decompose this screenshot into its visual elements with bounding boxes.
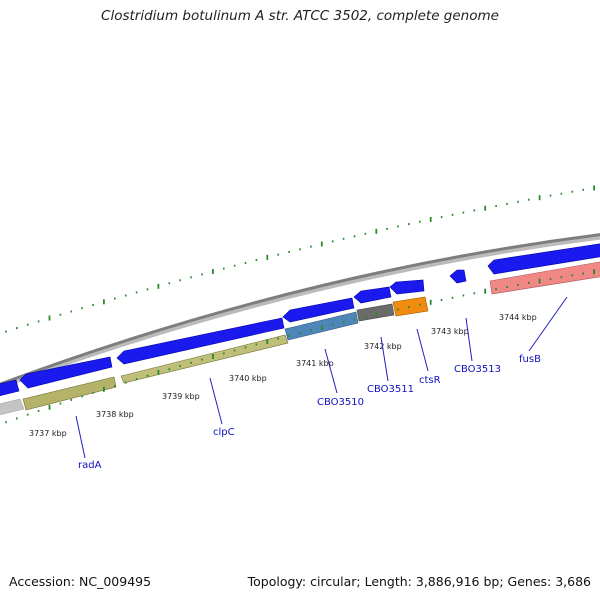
leader-line-radA <box>75 415 86 459</box>
gene-label-CBO3511[interactable]: CBO3511 <box>367 384 414 395</box>
category-band-ctsR <box>392 296 429 317</box>
gene-label-fusB[interactable]: fusB <box>519 354 541 365</box>
footer-stats: Topology: circular; Length: 3,886,916 bp… <box>247 574 591 589</box>
leader-line-clpC <box>209 377 223 425</box>
category-band-radA <box>22 376 117 411</box>
inner-tick-track <box>5 269 595 424</box>
kbp-label-3744: 3744 kbp <box>499 313 537 322</box>
outer-tick-track <box>5 185 595 333</box>
gene-arrow-fusB[interactable] <box>487 243 600 275</box>
gene-label-clpC[interactable]: clpC <box>213 427 235 438</box>
gene-arrow-CBO3513[interactable] <box>449 269 467 284</box>
genome-backbone-line <box>0 233 600 386</box>
leader-line-ctsR <box>416 328 429 372</box>
leader-line-fusB <box>528 296 568 352</box>
leader-line-CBO3513 <box>465 317 473 362</box>
gene-arrow-CBO3511[interactable] <box>353 286 392 304</box>
leader-line-CBO3510 <box>324 348 338 394</box>
map-title: Clostridium botulinum A str. ATCC 3502, … <box>101 8 499 24</box>
leader-lines <box>75 296 568 459</box>
gene-arrow-left-edge[interactable] <box>0 379 20 397</box>
gene-label-ctsR[interactable]: ctsR <box>419 375 441 386</box>
gene-arrow-CBO3510[interactable] <box>282 297 355 323</box>
gene-arrow-clpC[interactable] <box>116 317 285 365</box>
kbp-label-3737: 3737 kbp <box>29 429 67 438</box>
leader-line-CBO3511 <box>380 336 389 382</box>
kbp-label-3741: 3741 kbp <box>296 359 334 368</box>
footer-accession: Accession: NC_009495 <box>9 574 152 589</box>
category-band-left-gray <box>0 398 25 416</box>
genome-backbone <box>0 233 600 390</box>
gene-label-radA[interactable]: radA <box>78 460 102 471</box>
kbp-label-3739: 3739 kbp <box>162 392 200 401</box>
gene-label-CBO3513[interactable]: CBO3513 <box>454 364 501 375</box>
gene-arrow-ctsR[interactable] <box>389 279 425 295</box>
category-band-fusB <box>489 261 600 295</box>
kbp-label-3738: 3738 kbp <box>96 410 134 419</box>
gene-label-CBO3510[interactable]: CBO3510 <box>317 397 364 408</box>
kbp-label-3743: 3743 kbp <box>431 327 469 336</box>
kbp-label-3740: 3740 kbp <box>229 374 267 383</box>
gene-arrow-radA[interactable] <box>19 356 113 389</box>
